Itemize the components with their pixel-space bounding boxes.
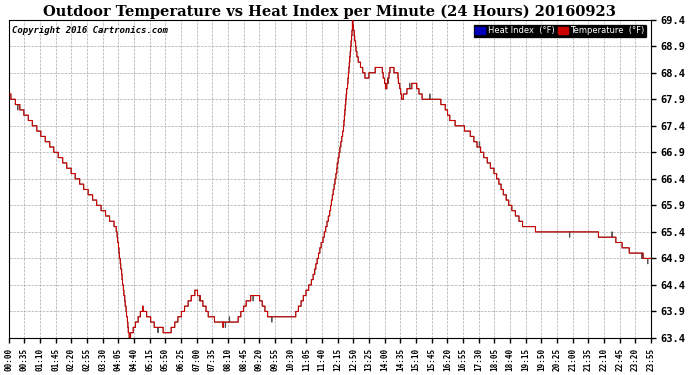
Text: Copyright 2016 Cartronics.com: Copyright 2016 Cartronics.com — [12, 26, 168, 35]
Legend: Heat Index  (°F), Temperature  (°F): Heat Index (°F), Temperature (°F) — [473, 24, 647, 38]
Title: Outdoor Temperature vs Heat Index per Minute (24 Hours) 20160923: Outdoor Temperature vs Heat Index per Mi… — [43, 4, 616, 18]
